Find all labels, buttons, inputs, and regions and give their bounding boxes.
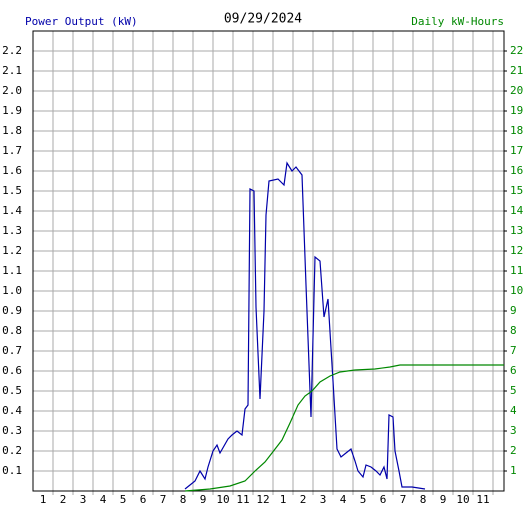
x-tick-label: 1 xyxy=(280,493,287,506)
y2-tick-label: 4 xyxy=(510,404,517,417)
y2-axis-label: Daily kW-Hours xyxy=(411,15,504,28)
x-tick-label: 9 xyxy=(200,493,207,506)
y2-tick-label: 13 xyxy=(510,224,523,237)
y-tick-label: 1.5 xyxy=(2,184,22,197)
x-tick-label: 8 xyxy=(420,493,427,506)
x-tick-label: 6 xyxy=(380,493,387,506)
y-tick-label: 1.9 xyxy=(2,104,22,117)
x-tick-label: 5 xyxy=(360,493,367,506)
y2-tick-label: 6 xyxy=(510,364,517,377)
x-tick-label: 6 xyxy=(140,493,147,506)
y2-tick-label: 11 xyxy=(510,264,523,277)
x-tick-label: 7 xyxy=(400,493,407,506)
y-tick-label: 0.7 xyxy=(2,344,22,357)
x-tick-label: 1 xyxy=(40,493,47,506)
y-tick-label: 2.1 xyxy=(2,64,22,77)
y2-tick-label: 2 xyxy=(510,444,517,457)
x-tick-label: 5 xyxy=(120,493,127,506)
series-line xyxy=(184,364,504,492)
chart-title: 09/29/2024 xyxy=(224,12,302,27)
y-tick-label: 1.7 xyxy=(2,144,22,157)
y-tick-label: 0.2 xyxy=(2,444,22,457)
y-tick-label: 1.2 xyxy=(2,244,22,257)
y-tick-label: 0.8 xyxy=(2,324,22,337)
y2-tick-label: 20 xyxy=(510,84,523,97)
x-tick-label: 11 xyxy=(476,493,489,506)
y-tick-label: 0.3 xyxy=(2,424,22,437)
y2-tick-label: 3 xyxy=(510,424,517,437)
y2-tick-label: 16 xyxy=(510,164,523,177)
x-tick-label: 9 xyxy=(440,493,447,506)
y-tick-label: 1.8 xyxy=(2,124,22,137)
y2-tick-label: 12 xyxy=(510,244,523,257)
y2-tick-label: 10 xyxy=(510,284,523,297)
y2-tick-label: 21 xyxy=(510,64,523,77)
x-tick-label: 10 xyxy=(456,493,469,506)
y-tick-label: 0.4 xyxy=(2,404,22,417)
y-tick-label: 0.9 xyxy=(2,304,22,317)
series-line xyxy=(184,161,426,490)
y-tick-label: 2.0 xyxy=(2,84,22,97)
x-tick-label: 2 xyxy=(60,493,67,506)
y-tick-label: 0.1 xyxy=(2,464,22,477)
plot-border xyxy=(32,30,505,492)
y2-tick-label: 22 xyxy=(510,44,523,57)
x-tick-label: 4 xyxy=(340,493,347,506)
y2-tick-label: 15 xyxy=(510,184,523,197)
y-tick-label: 1.4 xyxy=(2,204,22,217)
x-tick-label: 4 xyxy=(100,493,107,506)
x-tick-label: 2 xyxy=(300,493,307,506)
x-tick-label: 12 xyxy=(256,493,269,506)
y2-tick-label: 9 xyxy=(510,304,517,317)
y-tick-label: 0.6 xyxy=(2,364,22,377)
y-tick-label: 1.1 xyxy=(2,264,22,277)
y2-tick-label: 5 xyxy=(510,384,517,397)
y-axis-label: Power Output (kW) xyxy=(25,15,138,28)
y2-tick-label: 17 xyxy=(510,144,523,157)
y2-tick-label: 14 xyxy=(510,204,524,217)
x-tick-label: 8 xyxy=(180,493,187,506)
plot-area xyxy=(33,31,504,491)
x-tick-label: 11 xyxy=(236,493,249,506)
x-tick-label: 7 xyxy=(160,493,167,506)
y2-tick-label: 1 xyxy=(510,464,517,477)
y-tick-label: 0.5 xyxy=(2,384,22,397)
y-tick-label: 1.0 xyxy=(2,284,22,297)
x-tick-label: 3 xyxy=(320,493,327,506)
x-tick-label: 10 xyxy=(216,493,229,506)
y2-tick-label: 18 xyxy=(510,124,523,137)
x-tick-label: 3 xyxy=(80,493,87,506)
y-tick-label: 1.3 xyxy=(2,224,22,237)
y2-tick-label: 19 xyxy=(510,104,523,117)
y2-tick-label: 7 xyxy=(510,344,517,357)
y-tick-label: 1.6 xyxy=(2,164,22,177)
y2-tick-label: 8 xyxy=(510,324,517,337)
y-tick-label: 2.2 xyxy=(2,44,22,57)
